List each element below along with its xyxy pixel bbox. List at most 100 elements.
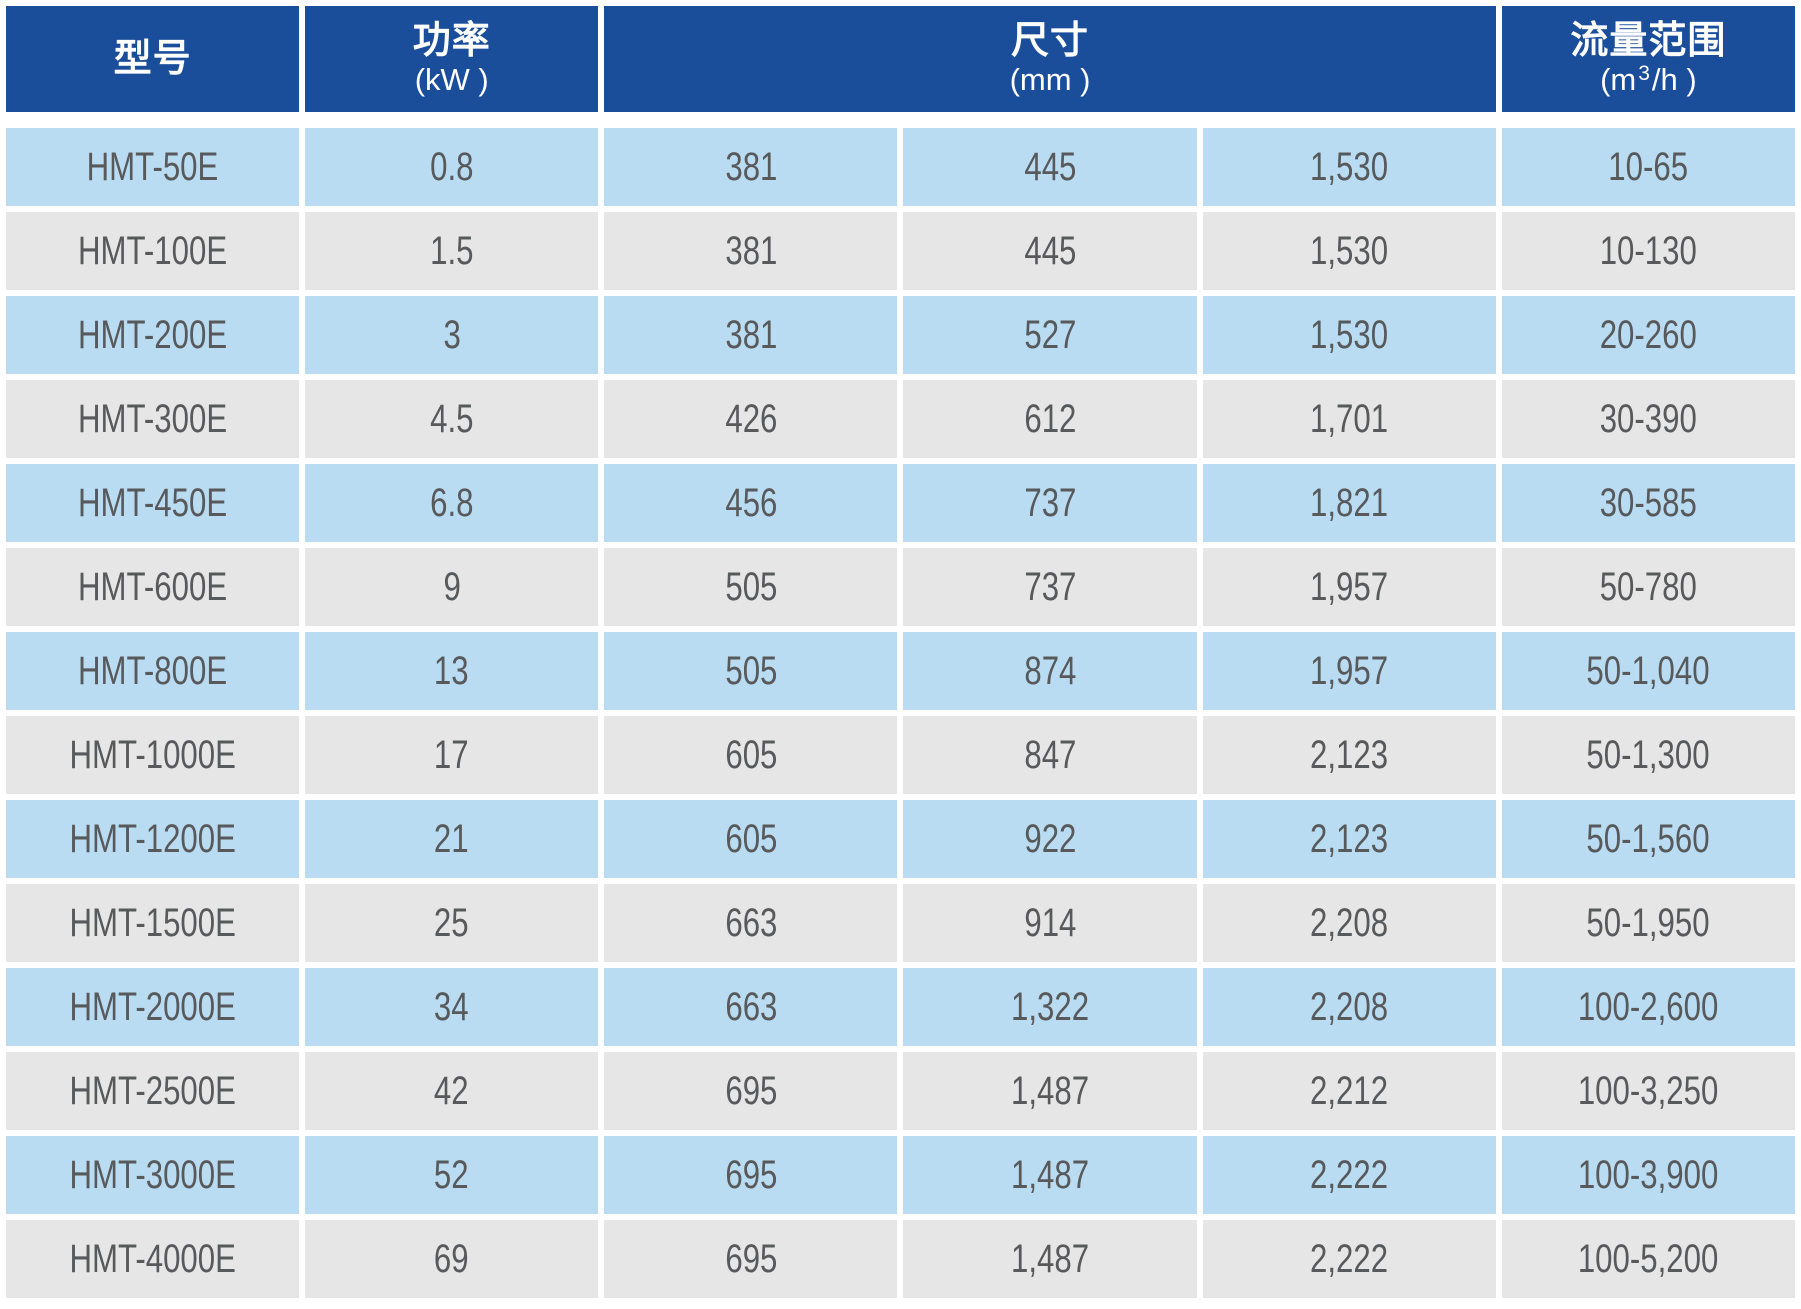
dim1-cell-text: 663 <box>724 900 777 945</box>
model-cell-text: HMT-50E <box>86 144 219 189</box>
dim1-cell-text: 381 <box>724 228 777 273</box>
model-cell-text: HMT-800E <box>78 648 228 693</box>
model-header-title: 型号 <box>113 37 192 80</box>
dim2-cell: 922 <box>903 800 1197 878</box>
dim2-cell-text: 874 <box>1024 648 1077 693</box>
model-cell: HMT-1200E <box>6 800 300 878</box>
dim3-cell-text: 2,222 <box>1310 1152 1389 1197</box>
flow-cell: 30-585 <box>1501 464 1795 542</box>
model-cell: HMT-800E <box>6 632 300 710</box>
dim1-cell-text: 605 <box>724 816 777 861</box>
power-cell: 3 <box>305 296 599 374</box>
size-header-unit: (mm ) <box>1009 61 1091 97</box>
dim1-cell-text: 381 <box>724 144 777 189</box>
table-row: HMT-2500E 42 695 1,487 2,212 100-3,250 <box>6 1052 1795 1130</box>
power-cell-text: 52 <box>434 1152 470 1197</box>
dim3-cell: 1,957 <box>1202 632 1496 710</box>
flow-cell: 50-1,040 <box>1501 632 1795 710</box>
dim3-cell: 1,701 <box>1202 380 1496 458</box>
power-cell: 6.8 <box>305 464 599 542</box>
dim3-cell-text: 2,123 <box>1310 732 1389 777</box>
dim2-cell: 1,487 <box>903 1220 1197 1298</box>
dim1-cell: 605 <box>604 716 898 794</box>
power-cell: 17 <box>305 716 599 794</box>
dim2-cell: 737 <box>903 464 1197 542</box>
model-cell-text: HMT-4000E <box>69 1236 236 1281</box>
dim2-cell-text: 445 <box>1024 144 1077 189</box>
dim3-cell-text: 1,957 <box>1310 564 1389 609</box>
dim1-cell-text: 695 <box>724 1152 777 1197</box>
model-cell-text: HMT-1500E <box>69 900 236 945</box>
flow-cell: 100-5,200 <box>1501 1220 1795 1298</box>
flow-cell: 100-3,250 <box>1501 1052 1795 1130</box>
model-cell-text: HMT-300E <box>78 396 228 441</box>
table-row: HMT-4000E 69 695 1,487 2,222 100-5,200 <box>6 1220 1795 1298</box>
dim2-cell: 527 <box>903 296 1197 374</box>
flow-unit-suffix: /h ) <box>1651 62 1697 98</box>
power-cell: 1.5 <box>305 212 599 290</box>
dim2-cell-text: 737 <box>1024 480 1077 525</box>
power-cell: 34 <box>305 968 599 1046</box>
dim1-cell: 456 <box>604 464 898 542</box>
dim3-cell: 1,530 <box>1202 296 1496 374</box>
power-cell-text: 4.5 <box>430 396 474 441</box>
dim2-cell-text: 1,487 <box>1010 1068 1090 1113</box>
power-cell-text: 17 <box>434 732 470 777</box>
dim1-cell: 663 <box>604 968 898 1046</box>
flow-cell: 50-1,300 <box>1501 716 1795 794</box>
power-cell-text: 25 <box>434 900 470 945</box>
dim2-cell: 847 <box>903 716 1197 794</box>
power-header-unit: (kW ) <box>414 61 489 97</box>
power-cell-text: 21 <box>434 816 470 861</box>
model-cell-text: HMT-450E <box>78 480 228 525</box>
dim2-cell: 612 <box>903 380 1197 458</box>
dim3-cell-text: 2,208 <box>1310 900 1389 945</box>
flow-cell: 100-3,900 <box>1501 1136 1795 1214</box>
model-cell-text: HMT-600E <box>78 564 228 609</box>
dim3-cell: 2,208 <box>1202 884 1496 962</box>
flow-cell: 10-65 <box>1501 128 1795 206</box>
power-cell-text: 0.8 <box>430 144 474 189</box>
flow-column-header: 流量范围 (m3/h ) <box>1501 6 1795 122</box>
dim1-cell: 695 <box>604 1052 898 1130</box>
flow-cell-text: 30-585 <box>1599 480 1697 525</box>
dim1-cell-text: 456 <box>724 480 777 525</box>
dim2-cell: 445 <box>903 212 1197 290</box>
flow-unit-superscript: 3 <box>1638 62 1650 86</box>
spec-table-body: HMT-50E 0.8 381 445 1,530 10-65 HMT-100E 1.5 381… <box>6 128 1795 1298</box>
dim1-cell-text: 663 <box>724 984 777 1029</box>
model-cell: HMT-3000E <box>6 1136 300 1214</box>
dim2-cell: 1,487 <box>903 1052 1197 1130</box>
dim3-cell: 2,123 <box>1202 716 1496 794</box>
dim3-cell: 2,222 <box>1202 1220 1496 1298</box>
dim1-cell: 381 <box>604 212 898 290</box>
dim2-cell: 874 <box>903 632 1197 710</box>
flow-cell: 20-260 <box>1501 296 1795 374</box>
model-cell: HMT-600E <box>6 548 300 626</box>
model-cell: HMT-2000E <box>6 968 300 1046</box>
flow-cell: 30-390 <box>1501 380 1795 458</box>
dim3-cell-text: 2,123 <box>1310 816 1389 861</box>
table-row: HMT-50E 0.8 381 445 1,530 10-65 <box>6 128 1795 206</box>
dim1-cell: 381 <box>604 296 898 374</box>
header-row: 型号 功率 (kW ) 尺寸 (mm ) 流量范围 (m3/h ) <box>6 6 1795 122</box>
dim3-cell: 2,123 <box>1202 800 1496 878</box>
model-cell: HMT-1500E <box>6 884 300 962</box>
power-header-title: 功率 <box>412 20 491 63</box>
table-row: HMT-3000E 52 695 1,487 2,222 100-3,900 <box>6 1136 1795 1214</box>
power-cell: 21 <box>305 800 599 878</box>
model-column-header: 型号 <box>6 6 300 122</box>
flow-cell-text: 20-260 <box>1599 312 1697 357</box>
model-cell-text: HMT-2000E <box>69 984 236 1029</box>
power-cell: 0.8 <box>305 128 599 206</box>
dim3-cell-text: 1,530 <box>1310 144 1389 189</box>
flow-cell-text: 100-5,200 <box>1578 1236 1719 1281</box>
flow-cell-text: 50-1,950 <box>1586 900 1710 945</box>
dim2-cell-text: 847 <box>1024 732 1077 777</box>
flow-cell: 10-130 <box>1501 212 1795 290</box>
flow-cell: 100-2,600 <box>1501 968 1795 1046</box>
dim2-cell-text: 1,322 <box>1010 984 1090 1029</box>
power-cell-text: 1.5 <box>430 228 474 273</box>
table-row: HMT-200E 3 381 527 1,530 20-260 <box>6 296 1795 374</box>
model-cell: HMT-300E <box>6 380 300 458</box>
